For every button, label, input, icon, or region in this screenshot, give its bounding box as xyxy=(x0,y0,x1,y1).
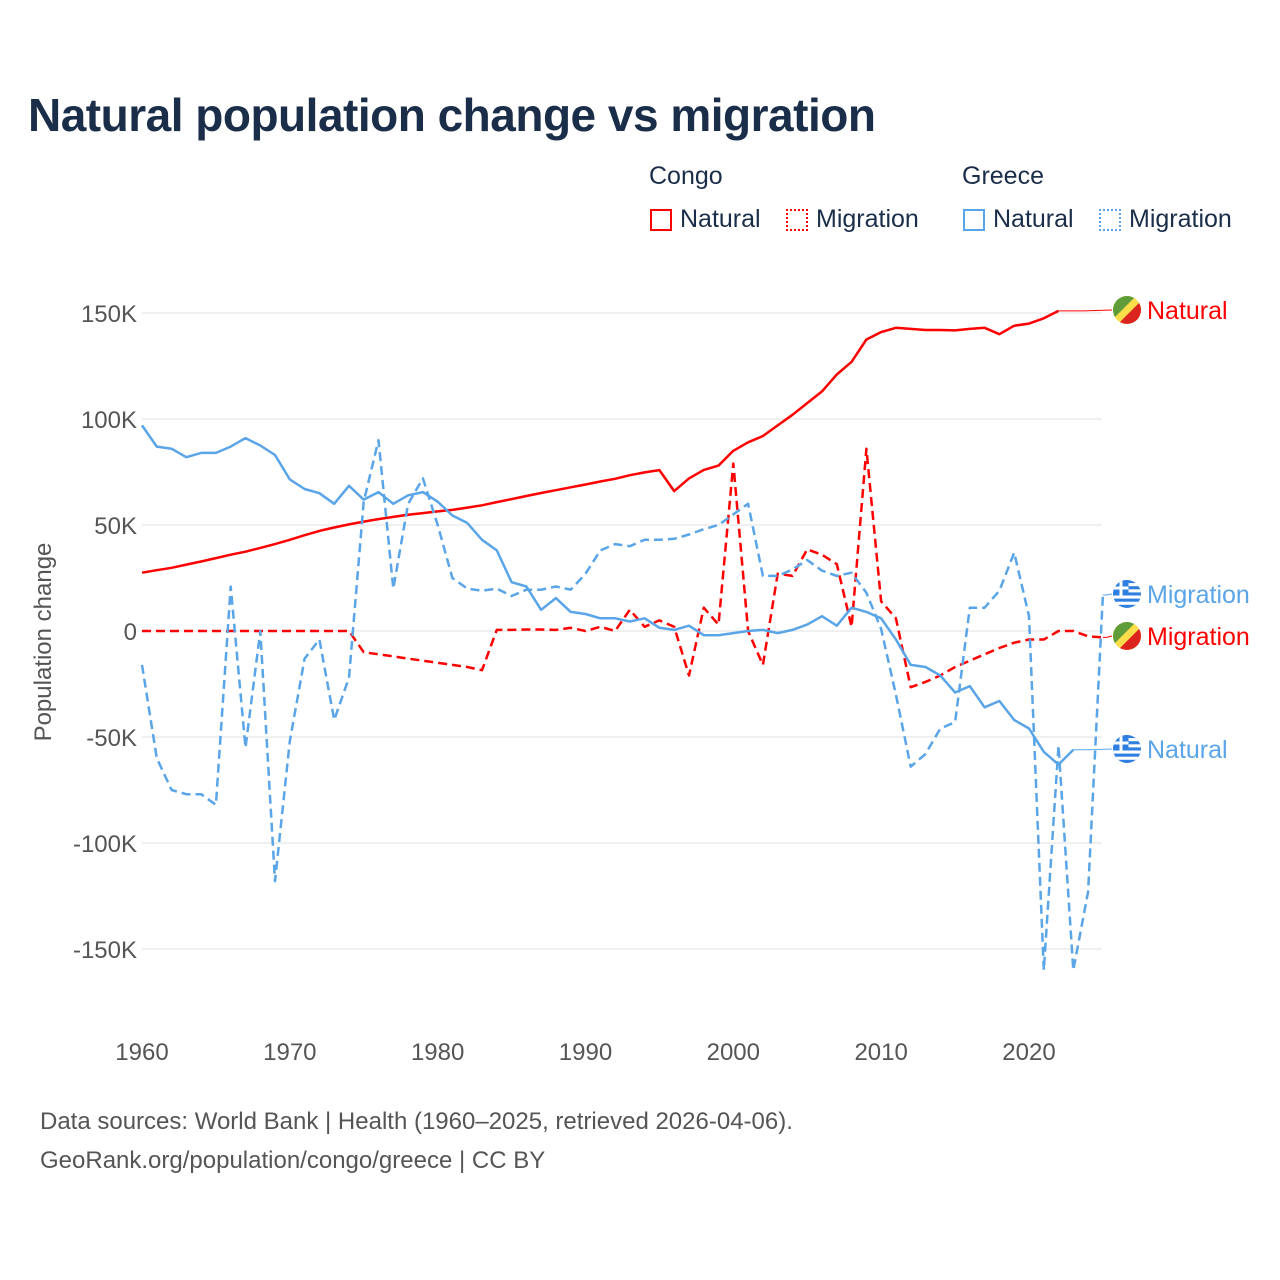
flag-green xyxy=(1113,622,1136,645)
x-tick-label: 2000 xyxy=(707,1039,760,1066)
series-line-congo-migration xyxy=(142,447,1103,689)
flag-stripe xyxy=(1113,595,1141,599)
legend-label: Migration xyxy=(816,205,919,233)
legend-label: Migration xyxy=(1129,205,1232,233)
legend-congo-migration[interactable]: Migration xyxy=(786,205,919,234)
legend-group-greece: Greece xyxy=(962,162,1044,190)
y-tick-label: 50K xyxy=(94,513,137,540)
greece-flag-icon xyxy=(1113,580,1141,608)
flag-stripe xyxy=(1113,750,1141,754)
footer-credit: GeoRank.org/population/congo/greece | CC… xyxy=(40,1147,546,1174)
y-axis-label: Population change xyxy=(30,543,57,742)
series-line-greece-migration xyxy=(140,438,1105,972)
y-tick-label: -100K xyxy=(73,831,137,858)
legend-swatch-solid xyxy=(963,208,985,231)
series-line-greece-natural xyxy=(140,424,1075,766)
chart-title: Natural population change vs migration xyxy=(28,89,876,141)
y-tick-label: -50K xyxy=(86,725,137,752)
flag-body xyxy=(1113,296,1141,324)
legend-swatch-dotted xyxy=(786,208,808,231)
congo-flag-icon xyxy=(1113,622,1141,650)
x-tick-label: 1970 xyxy=(263,1039,316,1066)
series-end-label: Natural xyxy=(1147,736,1228,764)
flag-body xyxy=(1113,580,1141,608)
flag-body xyxy=(1113,735,1141,763)
flag-cross xyxy=(1119,735,1123,751)
legend-greece-natural[interactable]: Natural xyxy=(963,205,1074,234)
series-end-label: Migration xyxy=(1147,581,1250,609)
flag-body xyxy=(1113,622,1141,650)
series-line-congo-natural xyxy=(141,309,1060,574)
chart-plot: 150K 100K 50K 0 -50K -100K -150K 1960 1970 1980 1… xyxy=(30,296,1250,1066)
flag-stripe xyxy=(1113,601,1141,605)
label-connector xyxy=(1102,593,1113,596)
congo-flag-icon xyxy=(1113,296,1141,324)
y-tick-label: -150K xyxy=(73,937,137,964)
x-tick-label: 1960 xyxy=(115,1039,168,1066)
legend-label: Natural xyxy=(680,205,761,233)
legend-swatch-solid xyxy=(650,208,672,231)
footer-sources: Data sources: World Bank | Health (1960–… xyxy=(40,1108,793,1135)
label-connector xyxy=(1058,309,1113,312)
flag-stripe xyxy=(1113,756,1141,760)
x-tick-label: 1990 xyxy=(559,1039,612,1066)
flag-green xyxy=(1113,296,1136,319)
y-tick-label: 0 xyxy=(124,619,137,646)
x-tick-label: 2020 xyxy=(1002,1039,1055,1066)
legend-greece-migration[interactable]: Migration xyxy=(1099,205,1232,234)
flag-red xyxy=(1118,301,1141,324)
legend-swatch-dotted xyxy=(1099,208,1121,231)
y-tick-label: 150K xyxy=(81,301,137,328)
series-end-label: Natural xyxy=(1147,297,1228,325)
flag-red xyxy=(1118,627,1141,650)
flag-cross xyxy=(1119,580,1123,596)
label-connector xyxy=(1073,748,1113,751)
x-tick-label: 2010 xyxy=(854,1039,907,1066)
series-end-label: Migration xyxy=(1147,623,1250,651)
legend-congo-natural[interactable]: Natural xyxy=(650,205,761,234)
label-connector xyxy=(1102,635,1113,638)
greece-flag-icon xyxy=(1113,735,1141,763)
legend-group-congo: Congo xyxy=(649,162,723,190)
y-tick-label: 100K xyxy=(81,407,137,434)
x-tick-label: 1980 xyxy=(411,1039,464,1066)
legend-label: Natural xyxy=(993,205,1074,233)
